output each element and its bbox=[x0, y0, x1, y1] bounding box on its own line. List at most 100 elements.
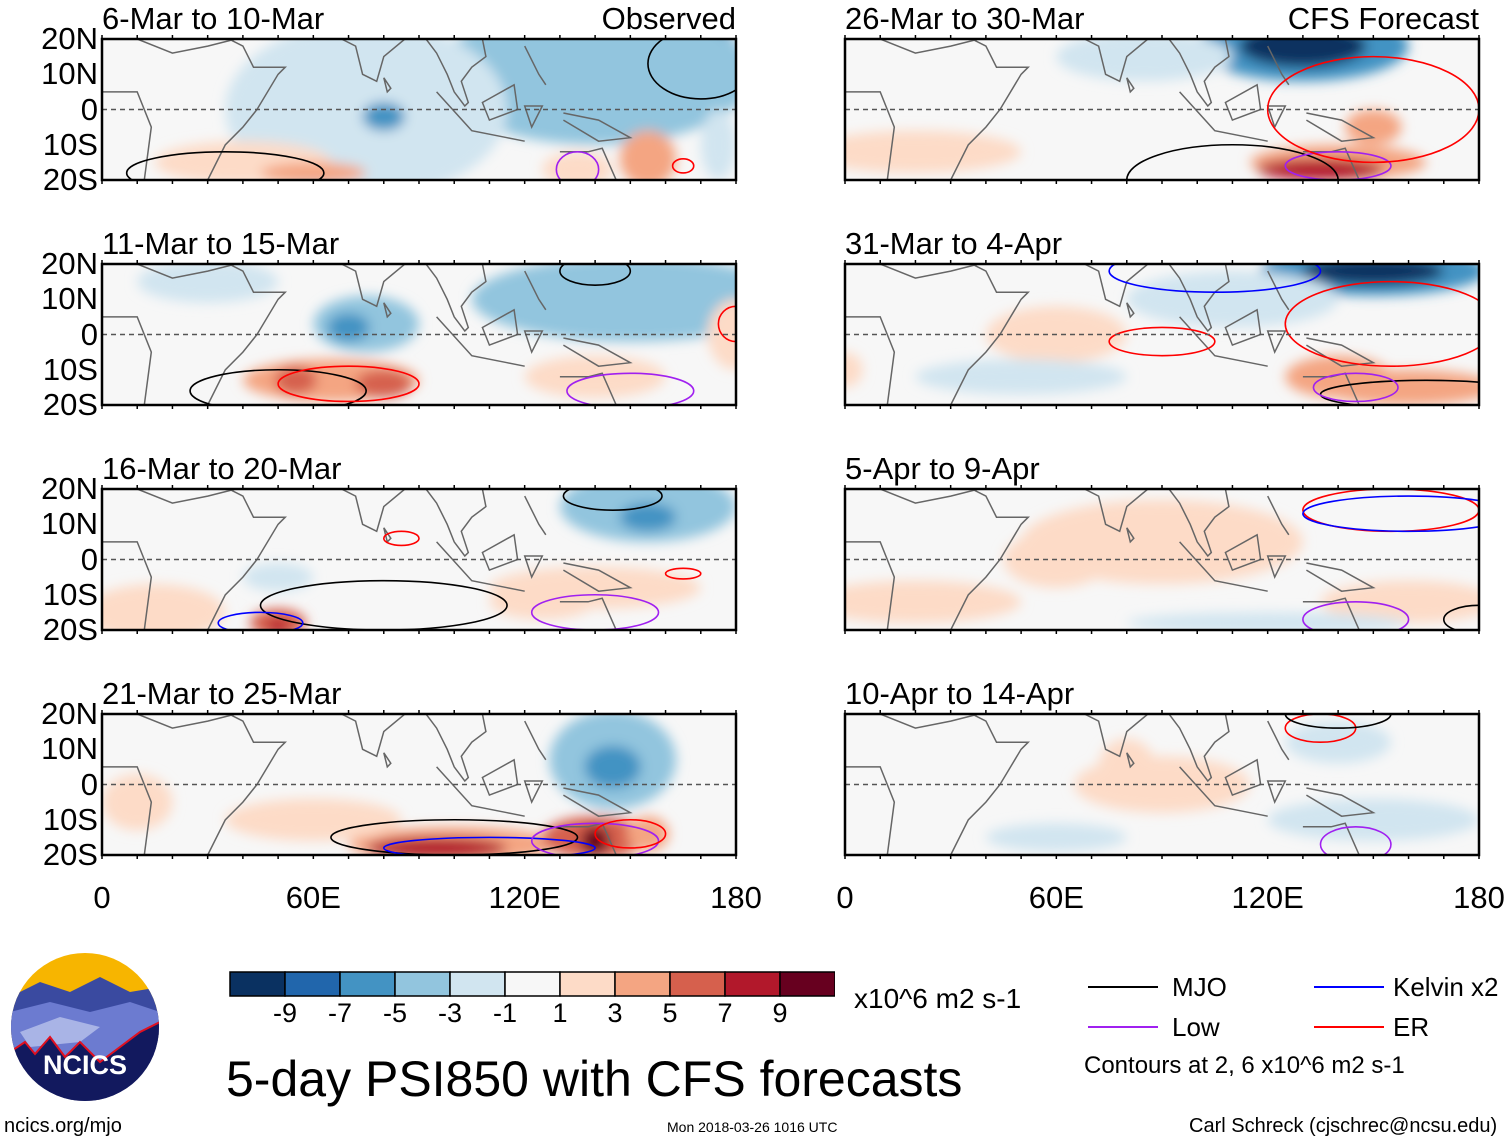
legend-label-mjo: MJO bbox=[1172, 972, 1227, 1002]
y-tick-label: 10N bbox=[41, 731, 98, 767]
y-tick-label: 10S bbox=[42, 801, 98, 837]
coastline bbox=[102, 264, 288, 405]
coastline bbox=[102, 714, 288, 855]
contour-note: Contours at 2, 6 x10^6 m2 s-1 bbox=[1084, 1052, 1405, 1079]
wave-contour bbox=[1126, 143, 1339, 180]
anomaly-region bbox=[260, 162, 367, 180]
coastline bbox=[425, 714, 487, 783]
colorbar-tick-label: 3 bbox=[607, 998, 623, 1028]
anomaly-region bbox=[137, 264, 279, 303]
map-panel bbox=[843, 485, 1481, 634]
wave-contour bbox=[1302, 495, 1479, 533]
y-tick-label: 20S bbox=[42, 837, 98, 872]
anomaly-region bbox=[274, 366, 317, 395]
legend-label-kelvin: Kelvin x2 bbox=[1393, 972, 1499, 1002]
y-tick-label: 20N bbox=[41, 471, 98, 506]
colorbar-tick-label: 7 bbox=[717, 998, 733, 1028]
wave-contour bbox=[1284, 714, 1392, 729]
x-tick-label: 120E bbox=[488, 880, 561, 915]
colorbar-tick-label: 1 bbox=[552, 998, 568, 1028]
wave-contour bbox=[555, 151, 600, 180]
footer-url[interactable]: ncics.org/mjo bbox=[4, 1115, 122, 1137]
coastline bbox=[1084, 714, 1149, 769]
panel-title: 6-Mar to 10-Mar bbox=[102, 1, 325, 36]
y-tick-label: 10S bbox=[42, 351, 98, 387]
coastline bbox=[1243, 787, 1376, 855]
anomaly-region bbox=[436, 39, 736, 145]
colorbar-tick-label: -9 bbox=[272, 998, 298, 1028]
coastline bbox=[425, 489, 487, 558]
y-tick-label: 20N bbox=[41, 21, 98, 56]
map-panel bbox=[100, 35, 738, 184]
coastline bbox=[1168, 714, 1230, 783]
wave-contour bbox=[530, 593, 660, 630]
legend-label-low: Low bbox=[1172, 1012, 1220, 1042]
anomaly-region bbox=[1126, 612, 1409, 630]
legend-line-low bbox=[1088, 1026, 1158, 1028]
wave-contour bbox=[189, 368, 367, 405]
ncics-logo: NCICS bbox=[10, 952, 160, 1107]
anomaly-region bbox=[619, 130, 677, 180]
anomaly-region bbox=[102, 584, 226, 630]
colorbar-tick-label: 5 bbox=[662, 998, 678, 1028]
coastline bbox=[500, 787, 633, 855]
y-tick-label: 20S bbox=[42, 387, 98, 422]
x-tick-label: 60E bbox=[285, 880, 341, 915]
y-tick-label: 10N bbox=[41, 56, 98, 92]
anomaly-region bbox=[1267, 798, 1479, 841]
wave-contour bbox=[1302, 601, 1410, 630]
anomaly-region bbox=[700, 109, 736, 180]
colorbar-swatch bbox=[504, 971, 561, 997]
colorbar-swatch bbox=[449, 971, 506, 997]
colorbar-tick-label: 9 bbox=[772, 998, 788, 1028]
panel-title: 16-Mar to 20-Mar bbox=[102, 451, 342, 486]
coastline bbox=[500, 337, 633, 405]
coastline bbox=[425, 264, 487, 333]
legend-line-er bbox=[1314, 1026, 1384, 1028]
legend-label-er: ER bbox=[1393, 1012, 1430, 1042]
wave-contour bbox=[647, 39, 736, 100]
colorbar-tick-label: -7 bbox=[327, 998, 353, 1028]
panel-title: 10-Apr to 14-Apr bbox=[845, 676, 1075, 711]
anomaly-region bbox=[267, 619, 289, 630]
x-tick-label: 0 bbox=[836, 880, 854, 915]
anomaly-region bbox=[471, 264, 736, 342]
coastline bbox=[341, 264, 406, 319]
x-tick-label: 180 bbox=[1453, 880, 1505, 915]
wave-contour bbox=[594, 818, 667, 849]
wave-contour bbox=[664, 567, 702, 580]
anomaly-region bbox=[1285, 721, 1391, 764]
panel-title: 26-Mar to 30-Mar bbox=[845, 1, 1085, 36]
wave-contour bbox=[125, 151, 325, 180]
coastline bbox=[1168, 39, 1230, 108]
anomaly-region bbox=[102, 773, 173, 831]
coastline bbox=[102, 39, 288, 180]
anomaly-region bbox=[1098, 738, 1155, 796]
x-tick-label: 60E bbox=[1028, 880, 1084, 915]
panel-title: 31-Mar to 4-Apr bbox=[845, 226, 1063, 261]
coastline bbox=[1243, 112, 1376, 180]
coastline bbox=[845, 714, 1031, 855]
map-panel bbox=[843, 35, 1481, 184]
y-tick-label: 10N bbox=[41, 281, 98, 317]
coastline bbox=[1168, 489, 1230, 558]
colorbar-swatch bbox=[614, 971, 671, 997]
figure-title: 5-day PSI850 with CFS forecasts bbox=[226, 1051, 963, 1107]
coastline bbox=[425, 39, 487, 108]
coastline bbox=[102, 489, 288, 630]
x-tick-label: 120E bbox=[1231, 880, 1304, 915]
y-tick-label: 20S bbox=[42, 612, 98, 647]
wave-contour bbox=[217, 611, 304, 630]
y-tick-label: 20N bbox=[41, 246, 98, 281]
legend-line-kelvin bbox=[1314, 986, 1384, 988]
y-tick-label: 0 bbox=[80, 766, 98, 802]
colorbar-swatch bbox=[724, 971, 781, 997]
coastline bbox=[845, 39, 1031, 180]
y-tick-label: 10S bbox=[42, 576, 98, 612]
anomaly-region bbox=[915, 359, 1127, 395]
wave-contour bbox=[1284, 280, 1479, 368]
x-tick-label: 0 bbox=[93, 880, 111, 915]
wave-contour bbox=[382, 530, 420, 547]
colorbar-tick-label: -5 bbox=[382, 998, 408, 1028]
y-tick-label: 0 bbox=[80, 316, 98, 352]
